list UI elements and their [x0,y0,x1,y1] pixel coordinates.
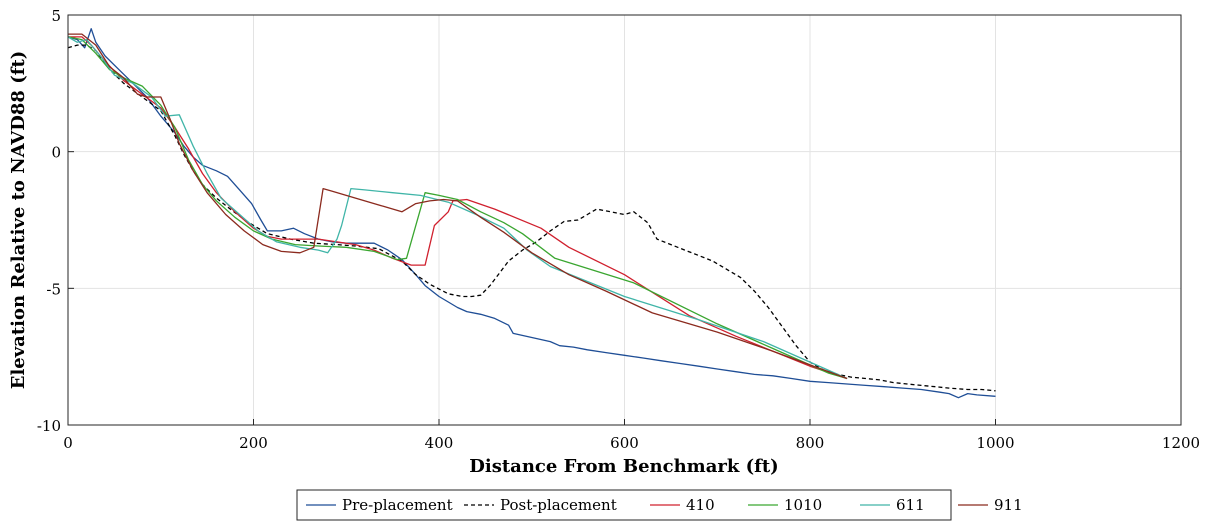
legend-items: Pre-placement Post-placement 410 1010 611 911 [306,496,1023,514]
series-line-410 [68,36,848,380]
legend-label: Post-placement [500,496,617,514]
x-tick-label: 600 [610,434,639,452]
y-axis-title: Elevation Relative to NAVD88 (ft) [8,51,29,390]
x-tick-label: 1200 [1162,434,1200,452]
legend-box [296,489,952,521]
x-tick-label: 1000 [976,434,1014,452]
y-tick-label: -5 [46,280,61,298]
x-axis-ticks: 0 200 400 600 800 1000 1200 [63,419,1200,452]
x-tick-label: 800 [796,434,825,452]
x-tick-label: 200 [239,434,268,452]
legend: Pre-placement Post-placement 410 1010 611 911 [296,489,1023,521]
legend-label: 911 [994,496,1023,514]
x-axis-title: Distance From Benchmark (ft) [469,456,778,477]
y-axis-ticks: 5 0 -5 -10 [37,7,74,435]
y-tick-label: 0 [51,144,61,162]
series-lines [67,28,996,399]
legend-label: Pre-placement [342,496,453,514]
series-line-pre-placement [67,28,996,399]
legend-label: 1010 [784,496,822,514]
y-tick-label: 5 [51,7,61,25]
legend-label: 611 [896,496,925,514]
series-line-911 [68,33,848,380]
y-tick-label: -10 [37,417,61,435]
legend-label: 410 [686,496,715,514]
x-tick-label: 400 [425,434,454,452]
x-tick-label: 0 [63,434,73,452]
series-line-611 [67,36,848,380]
